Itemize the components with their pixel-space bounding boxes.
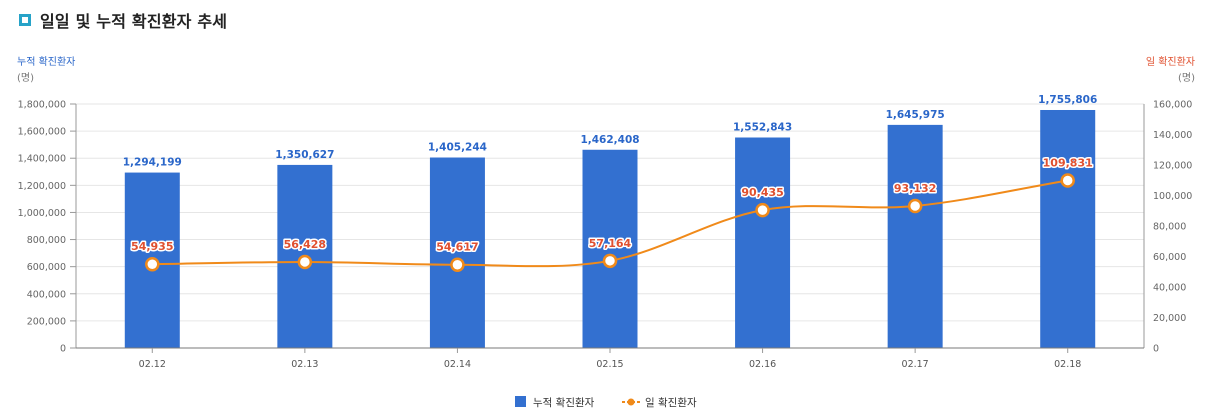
line-data-label: 109,831 (1043, 157, 1093, 170)
bar-data-label: 1,462,408 (580, 134, 639, 146)
bar-series: 1,294,199 1,350,627 1,405,244 1,462,408 1,55… (123, 94, 1097, 349)
line-point (907, 198, 923, 214)
left-axis-unit: (명) (17, 72, 34, 84)
square-bullet-icon (19, 14, 31, 26)
left-tick-label: 0 (60, 344, 66, 355)
line-data-label: 93,132 (894, 182, 936, 195)
left-tick-label: 1,600,000 (18, 127, 66, 138)
left-axis-label: 누적 확진환자 (17, 56, 75, 68)
right-axis-unit: (명) (1178, 72, 1195, 84)
legend-swatch-dot (627, 398, 635, 406)
line-data-label: 54,935 (131, 240, 173, 253)
legend-label-bar: 누적 확진환자 (533, 396, 595, 409)
legend-label-line: 일 확진환자 (645, 396, 697, 409)
right-tick-label: 40,000 (1153, 283, 1186, 294)
right-tick-label: 160,000 (1153, 100, 1192, 111)
right-tick-label: 100,000 (1153, 191, 1192, 202)
x-tick-label: 02.12 (139, 359, 166, 370)
line-point (297, 254, 313, 270)
right-tick-label: 60,000 (1153, 252, 1186, 263)
right-tick-label: 80,000 (1153, 222, 1186, 233)
left-tick-label: 1,800,000 (18, 100, 66, 111)
line-point (450, 257, 465, 272)
bar-data-label: 1,552,843 (733, 122, 792, 134)
line-data-label: 90,435 (741, 186, 783, 199)
axis-ticks: 0 200,000 400,000 600,000 800,000 1,000,000 1,… (18, 100, 1193, 371)
left-tick-label: 400,000 (27, 289, 66, 300)
right-axis-label: 일 확진환자 (1146, 56, 1195, 68)
line-point (602, 253, 618, 269)
line-data-label: 54,617 (436, 241, 478, 254)
bar (1040, 109, 1096, 348)
left-tick-label: 200,000 (27, 316, 66, 327)
bar-data-label: 1,294,199 (123, 157, 182, 169)
legend: 누적 확진환자 일 확진환자 (515, 396, 697, 409)
x-tick-label: 02.16 (749, 359, 776, 370)
bar-data-label: 1,645,975 (886, 109, 945, 121)
bar-data-label: 1,350,627 (275, 149, 334, 161)
chart-title-area: 일일 및 누적 확진환자 추세 (19, 8, 227, 32)
bar (429, 157, 485, 348)
x-tick-label: 02.18 (1054, 359, 1081, 370)
left-tick-label: 800,000 (27, 235, 66, 246)
line-data-label: 56,428 (284, 238, 326, 251)
x-tick-label: 02.17 (902, 359, 929, 370)
chart-title: 일일 및 누적 확진환자 추세 (40, 12, 228, 31)
right-tick-label: 120,000 (1153, 161, 1192, 172)
left-tick-label: 600,000 (27, 262, 66, 273)
bar (735, 137, 791, 348)
bar-data-label: 1,405,244 (428, 142, 487, 154)
right-tick-label: 140,000 (1153, 130, 1192, 141)
x-tick-label: 02.13 (291, 359, 318, 370)
line-point (755, 202, 770, 218)
right-tick-label: 0 (1153, 344, 1159, 355)
line-series: 54,935 56,428 54,617 57,164 90,435 93,132 109,… (130, 155, 1094, 272)
right-tick-label: 20,000 (1153, 313, 1186, 324)
bar (887, 124, 943, 349)
x-tick-label: 02.15 (596, 359, 623, 370)
line-point (145, 256, 160, 272)
left-tick-label: 1,400,000 (18, 154, 66, 165)
legend-swatch-bar (515, 396, 526, 407)
line-data-label: 57,164 (589, 237, 632, 250)
x-tick-label: 02.14 (444, 359, 471, 370)
bar-data-label: 1,755,806 (1038, 94, 1097, 106)
line-point (1060, 173, 1075, 188)
left-tick-label: 1,000,000 (18, 208, 66, 219)
left-tick-label: 1,200,000 (18, 181, 66, 192)
bar (582, 149, 638, 348)
